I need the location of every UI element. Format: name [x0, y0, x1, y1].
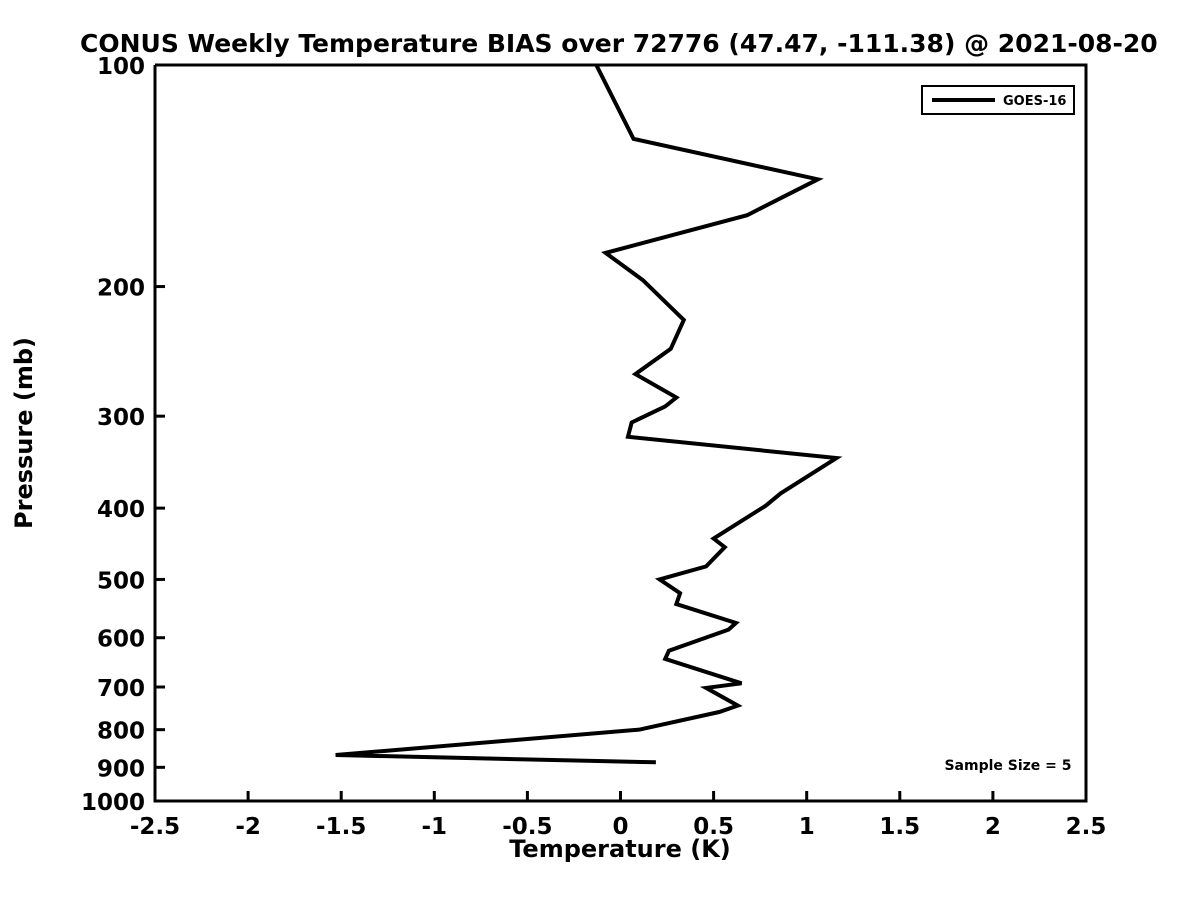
legend-label-goes-16: GOES-16 [1003, 94, 1066, 109]
y-tick-label-1000: 1000 [81, 790, 145, 816]
x-tick-label--1: -1 [422, 814, 448, 840]
x-tick-label--2.5: -2.5 [130, 814, 180, 840]
y-tick-label-900: 900 [97, 756, 145, 782]
legend[interactable]: GOES-16 [921, 85, 1075, 115]
y-tick-label-400: 400 [97, 497, 145, 523]
x-axis-ticks: -2.5 -2 -1.5 -1 -0.5 0 0.5 1 1.5 2 2.5 [130, 791, 1107, 840]
y-axis-label: Pressure (mb) [10, 337, 38, 529]
sample-size-annotation: Sample Size = 5 [944, 758, 1071, 774]
x-axis-label: Temperature (K) [509, 835, 731, 863]
y-tick-label-700: 700 [97, 676, 145, 702]
data-line-goes-16 [335, 64, 843, 765]
plot-frame [153, 63, 1088, 803]
page-title: CONUS Weekly Temperature BIAS over 72776… [80, 29, 1158, 58]
y-tick-label-300: 300 [97, 405, 145, 431]
y-axis-ticks: 100 200 300 400 500 600 700 800 900 1000 [81, 54, 165, 816]
x-tick-label-0: 0 [612, 814, 628, 840]
axes-border [153, 63, 1088, 803]
x-tick-label-2: 2 [985, 814, 1001, 840]
x-tick-label-2.5: 2.5 [1066, 814, 1107, 840]
x-tick-label--1.5: -1.5 [316, 814, 366, 840]
y-tick-label-800: 800 [97, 719, 145, 745]
x-tick-label-0.5: 0.5 [693, 814, 734, 840]
x-tick-label-1: 1 [799, 814, 815, 840]
x-tick-label-1.5: 1.5 [879, 814, 920, 840]
x-tick-label--2: -2 [235, 814, 261, 840]
y-tick-label-100: 100 [97, 54, 145, 80]
x-tick-label--0.5: -0.5 [502, 814, 552, 840]
y-tick-label-600: 600 [97, 627, 145, 653]
y-tick-label-500: 500 [97, 568, 145, 594]
data-series-group [335, 64, 843, 765]
y-tick-label-200: 200 [97, 276, 145, 302]
annotations-group: Sample Size = 5 [944, 758, 1071, 774]
